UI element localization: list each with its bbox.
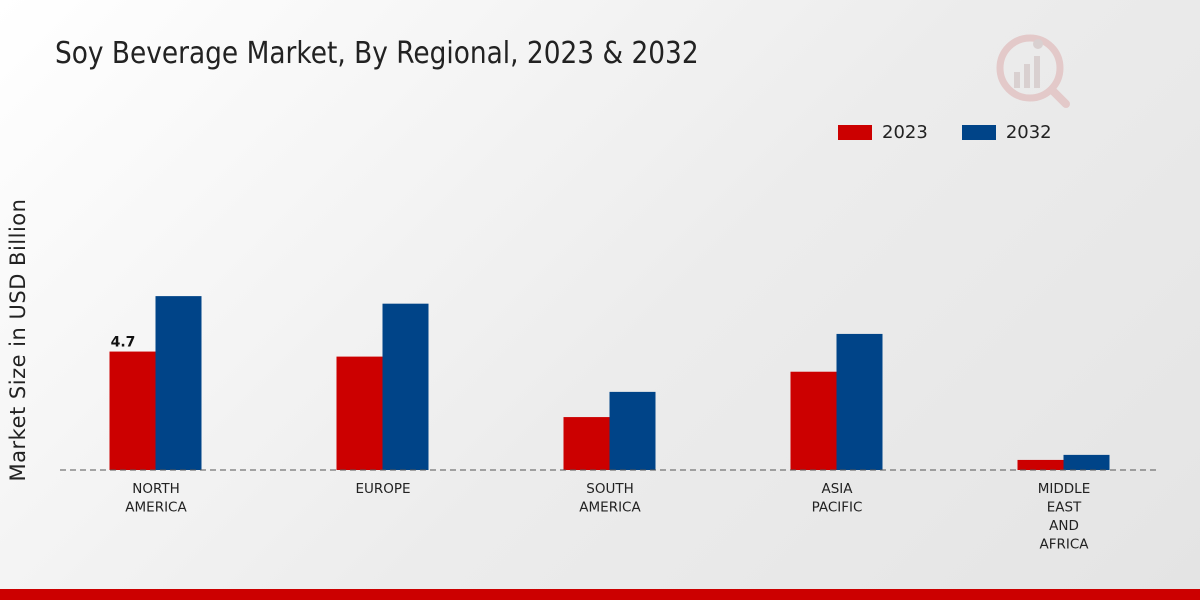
x-tick-label-line: PACIFIC	[812, 500, 863, 516]
x-tick-label-1: EUROPE	[355, 481, 410, 497]
x-tick-label-line: AFRICA	[1039, 537, 1089, 553]
x-tick-label-line: EUROPE	[355, 481, 410, 497]
x-tick-label-line: AMERICA	[125, 500, 187, 516]
x-tick-label-0: NORTH AMERICA	[125, 481, 187, 516]
legend-swatch-2032	[961, 125, 996, 140]
x-tick-label-4: MIDDLE EAST AND AFRICA	[1038, 481, 1090, 553]
legend-label-2032: 2032	[1005, 122, 1052, 143]
bar-2023-4	[1017, 459, 1064, 470]
bar-2032-1	[382, 303, 429, 470]
legend-item-2032: 2032	[961, 122, 1052, 143]
x-tick-label-line: SOUTH	[586, 481, 633, 497]
x-tick-label-line: AMERICA	[579, 500, 641, 516]
legend-item-2023: 2023	[838, 122, 928, 143]
bar-2032-3	[836, 333, 883, 470]
bar-2023-3	[790, 371, 837, 470]
legend: 2023 2032	[838, 122, 1052, 143]
bar-2032-0	[155, 296, 202, 470]
chart-title: Soy Beverage Market, By Regional, 2023 &…	[55, 36, 699, 71]
x-tick-label-line: ASIA	[821, 481, 853, 497]
watermark-logo-icon	[996, 34, 1070, 108]
x-tick-label-line: MIDDLE	[1038, 481, 1090, 497]
legend-label-2023: 2023	[882, 122, 928, 143]
bar-2023-2	[563, 417, 610, 470]
bar-2023-0	[109, 351, 156, 470]
x-tick-label-line: AND	[1049, 518, 1079, 534]
x-tick-label-3: ASIA PACIFIC	[812, 481, 863, 516]
x-tick-label-2: SOUTH AMERICA	[579, 481, 641, 516]
bar-2032-2	[609, 391, 656, 470]
x-tick-label-line: NORTH	[132, 481, 180, 497]
bar-2032-4	[1063, 454, 1110, 470]
data-label-0: 4.7	[111, 335, 136, 351]
legend-swatch-2023	[838, 125, 872, 140]
footer-band	[0, 589, 1200, 600]
x-tick-label-line: EAST	[1047, 500, 1082, 516]
bar-2023-1	[336, 356, 383, 470]
